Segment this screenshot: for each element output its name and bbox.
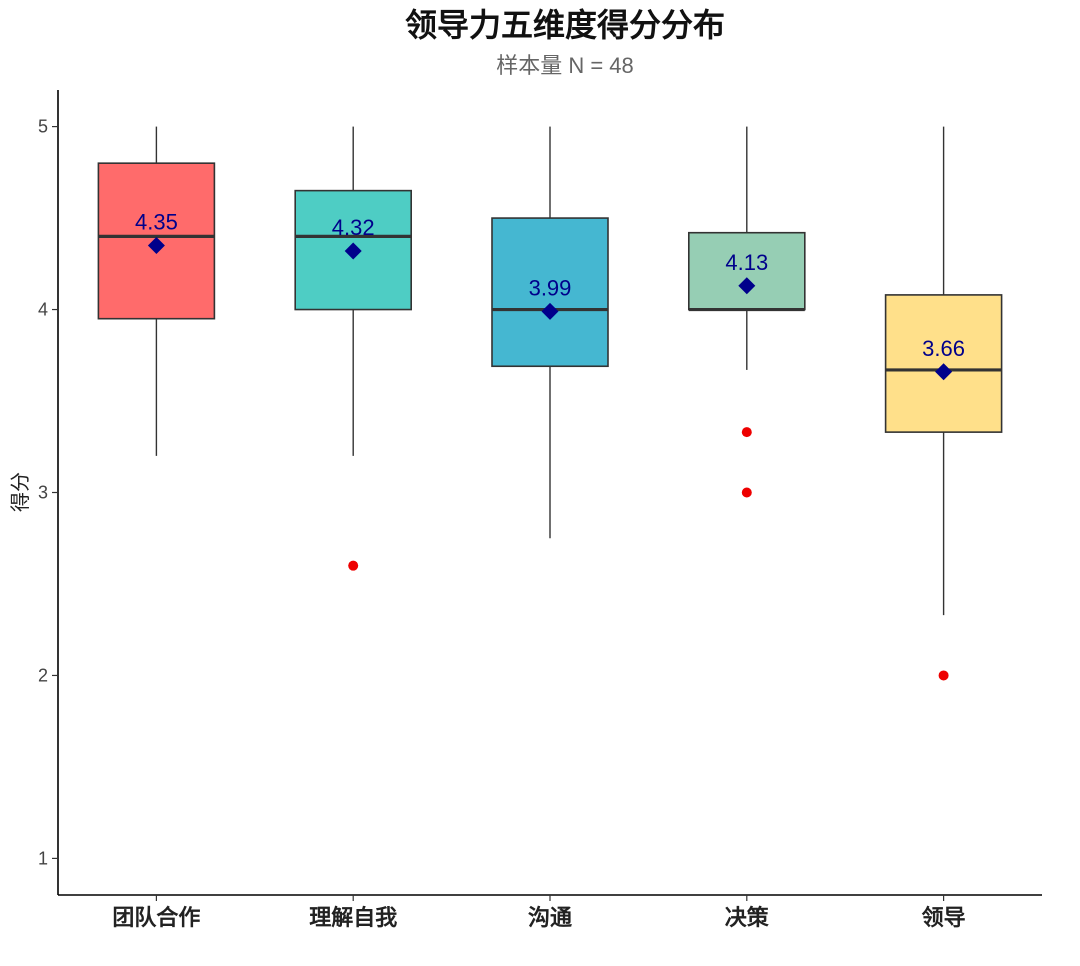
box-group: 3.66 领导: [884, 126, 1003, 931]
box-group: 4.32 理解自我: [294, 126, 413, 931]
mean-marker: [344, 242, 362, 260]
mean-marker: [147, 237, 165, 255]
outlier-point: [741, 427, 752, 438]
mean-label: 4.35: [135, 210, 178, 235]
outlier-point: [938, 670, 949, 681]
mean-label: 3.66: [922, 336, 965, 361]
mean-marker: [541, 302, 559, 320]
box: [491, 217, 609, 368]
y-tick-label: 4: [38, 300, 48, 320]
box-group: 3.99 沟通: [491, 126, 609, 931]
chart-subtitle: 样本量 N = 48: [496, 53, 634, 78]
mean-label: 3.99: [529, 275, 572, 300]
y-tick-label: 2: [38, 665, 48, 685]
outlier-point: [348, 560, 359, 571]
box: [97, 162, 216, 320]
y-tick-label: 1: [38, 848, 48, 868]
x-tick-label: 理解自我: [309, 905, 397, 931]
box-group: 4.35 团队合作: [97, 126, 216, 931]
box: [687, 231, 806, 311]
x-tick-label: 沟通: [528, 905, 572, 931]
mean-label: 4.13: [725, 250, 768, 275]
x-tick-label: 团队合作: [112, 905, 200, 931]
outlier-point: [741, 487, 752, 498]
plot-area: 1 2 3 4 5 4.35 团队合作 4.32 理解自我 3.99 沟通 4.13 决策 3.66 领导: [38, 90, 1042, 931]
mean-label: 4.32: [332, 215, 375, 240]
mean-marker: [935, 363, 953, 381]
y-tick-label: 3: [38, 483, 48, 503]
x-tick-label: 领导: [922, 905, 966, 931]
box-group: 4.13 决策: [687, 126, 806, 931]
mean-marker: [738, 277, 756, 295]
chart-title: 领导力五维度得分分布: [405, 6, 725, 44]
y-axis-label: 得分: [8, 472, 32, 512]
y-tick-label: 5: [38, 117, 48, 137]
x-tick-label: 决策: [725, 905, 770, 931]
